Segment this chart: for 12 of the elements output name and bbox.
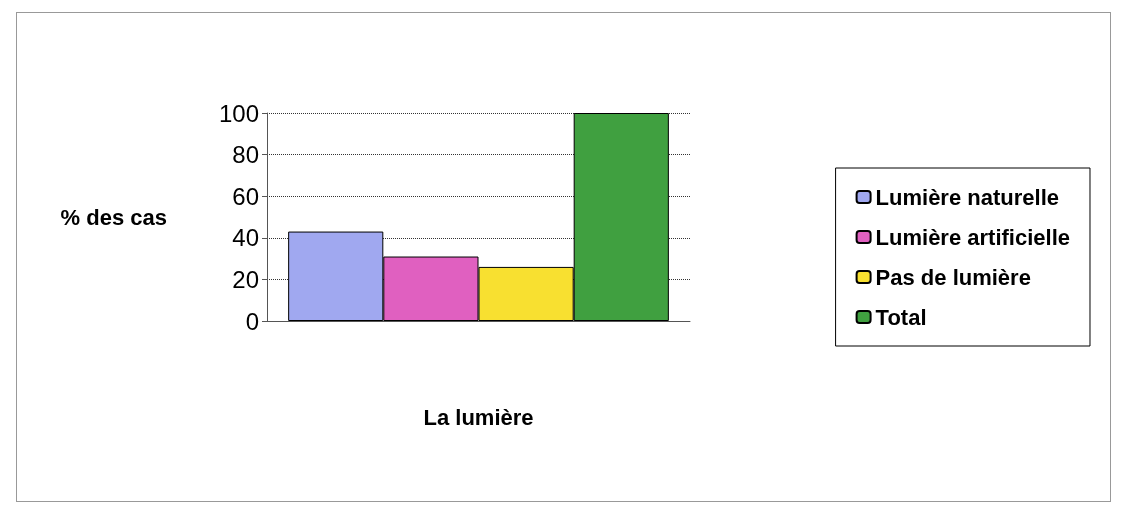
legend-label: Total [875, 304, 927, 330]
y-tick-label: 40 [232, 224, 259, 252]
legend-label: Lumière artificielle [875, 224, 1071, 250]
y-tick-label: 20 [232, 265, 259, 293]
legend-label: Pas de lumière [875, 264, 1031, 290]
legend-label: Lumière naturelle [875, 184, 1059, 210]
y-tick-label: 60 [232, 182, 259, 210]
y-tick-label: 0 [245, 307, 259, 335]
y-tick-label: 100 [218, 99, 259, 127]
y-tick-label: 80 [232, 141, 259, 169]
y-axis-title: % des cas [60, 204, 167, 230]
x-axis-title: La lumière [423, 404, 534, 430]
